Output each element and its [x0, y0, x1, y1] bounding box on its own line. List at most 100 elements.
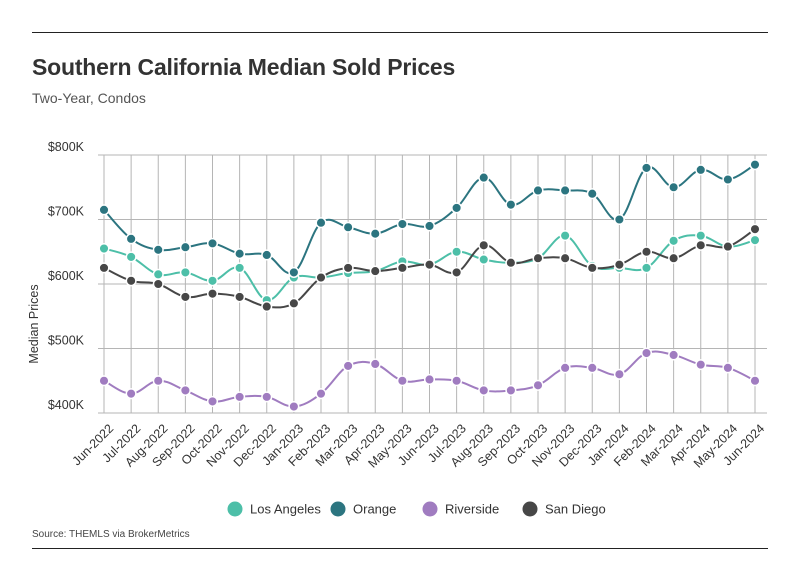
data-point-orange — [559, 184, 571, 197]
data-point-orange — [342, 221, 354, 233]
data-point-riverside — [396, 375, 408, 387]
legend-swatch-los-angeles — [227, 501, 243, 517]
data-point-san-diego — [288, 297, 300, 309]
data-point-orange — [98, 204, 110, 216]
data-point-orange — [451, 202, 463, 214]
legend-swatch-riverside — [422, 501, 438, 517]
data-point-riverside — [586, 362, 598, 374]
data-point-riverside — [532, 379, 544, 391]
data-point-orange — [613, 213, 625, 226]
data-point-los-angeles — [451, 246, 463, 258]
data-point-los-angeles — [98, 242, 110, 255]
data-point-san-diego — [532, 252, 544, 264]
data-point-orange — [315, 217, 327, 229]
series-riverside — [98, 347, 761, 413]
data-point-riverside — [179, 384, 191, 396]
legend-item-los-angeles: Los Angeles — [227, 501, 321, 517]
data-point-san-diego — [261, 301, 273, 313]
data-point-san-diego — [613, 259, 625, 271]
data-point-los-angeles — [179, 266, 191, 278]
legend-label-los-angeles: Los Angeles — [250, 502, 321, 517]
y-axis-title: Median Prices — [27, 284, 41, 363]
y-tick-label: $700K — [48, 205, 85, 219]
legend-swatch-san-diego — [522, 501, 538, 517]
y-axis-ticks: $400K $500K $600K $700K $800K — [48, 140, 85, 412]
data-point-riverside — [206, 395, 219, 407]
data-point-riverside — [722, 362, 734, 374]
bottom-rule — [32, 548, 768, 549]
y-tick-label: $500K — [48, 334, 85, 348]
data-point-los-angeles — [668, 235, 680, 247]
data-point-riverside — [98, 375, 110, 387]
data-point-riverside — [640, 347, 653, 359]
chart-subtitle: Two-Year, Condos — [32, 90, 146, 106]
data-point-orange — [423, 220, 436, 232]
y-tick-label: $400K — [48, 398, 85, 412]
data-point-san-diego — [586, 262, 598, 274]
data-point-san-diego — [179, 291, 191, 303]
data-point-riverside — [288, 401, 300, 413]
data-point-orange — [234, 248, 246, 260]
y-tick-label: $600K — [48, 269, 85, 283]
data-point-riverside — [315, 388, 327, 400]
data-point-riverside — [695, 359, 707, 371]
data-point-riverside — [342, 360, 354, 372]
data-point-los-angeles — [478, 253, 490, 266]
source-note: Source: THEMLS via BrokerMetrics — [32, 529, 190, 540]
data-point-san-diego — [423, 259, 436, 271]
y-tick-label: $800K — [48, 140, 85, 154]
data-point-san-diego — [98, 262, 110, 274]
data-point-riverside — [125, 388, 137, 400]
data-point-orange — [505, 199, 517, 211]
data-point-san-diego — [478, 239, 490, 251]
data-point-san-diego — [640, 246, 653, 258]
data-point-riverside — [478, 384, 490, 396]
data-point-san-diego — [722, 241, 734, 253]
x-axis-ticks: Jun-2022Jul-2022Aug-2022Sep-2022Oct-2022… — [70, 421, 768, 470]
data-point-san-diego — [315, 272, 327, 284]
data-point-riverside — [369, 358, 381, 370]
data-point-riverside — [423, 373, 436, 386]
data-point-orange — [532, 184, 544, 197]
data-point-los-angeles — [695, 230, 707, 242]
top-rule — [32, 32, 768, 33]
data-point-san-diego — [369, 265, 381, 277]
data-point-orange — [179, 241, 191, 253]
data-point-los-angeles — [640, 262, 653, 274]
legend-swatch-orange — [330, 501, 346, 517]
data-point-orange — [695, 164, 707, 176]
data-point-san-diego — [559, 252, 571, 264]
grid — [98, 154, 767, 414]
data-point-orange — [722, 173, 734, 186]
data-point-los-angeles — [125, 251, 137, 263]
data-point-san-diego — [152, 278, 164, 290]
data-point-los-angeles — [234, 262, 246, 274]
data-point-riverside — [749, 375, 761, 387]
data-point-san-diego — [234, 291, 246, 303]
data-point-orange — [478, 172, 490, 184]
legend-item-san-diego: San Diego — [522, 501, 606, 517]
data-point-riverside — [613, 368, 625, 380]
data-point-riverside — [668, 349, 680, 361]
data-point-orange — [668, 181, 680, 193]
data-point-los-angeles — [206, 275, 219, 287]
series-orange — [98, 159, 761, 278]
legend-item-orange: Orange — [330, 501, 396, 517]
legend: Los Angeles Orange Riverside San Diego — [227, 501, 606, 517]
data-point-orange — [640, 162, 653, 174]
data-point-los-angeles — [749, 234, 761, 246]
data-point-san-diego — [668, 252, 680, 264]
data-point-san-diego — [342, 262, 354, 274]
data-point-riverside — [559, 362, 571, 374]
data-point-orange — [369, 228, 381, 240]
data-point-san-diego — [206, 288, 219, 300]
data-point-orange — [125, 233, 137, 245]
data-point-orange — [749, 159, 761, 171]
series-group — [98, 159, 761, 413]
data-point-orange — [152, 244, 164, 256]
legend-label-san-diego: San Diego — [545, 502, 606, 517]
data-point-riverside — [152, 375, 164, 387]
data-point-riverside — [505, 384, 517, 396]
data-point-orange — [288, 266, 300, 278]
